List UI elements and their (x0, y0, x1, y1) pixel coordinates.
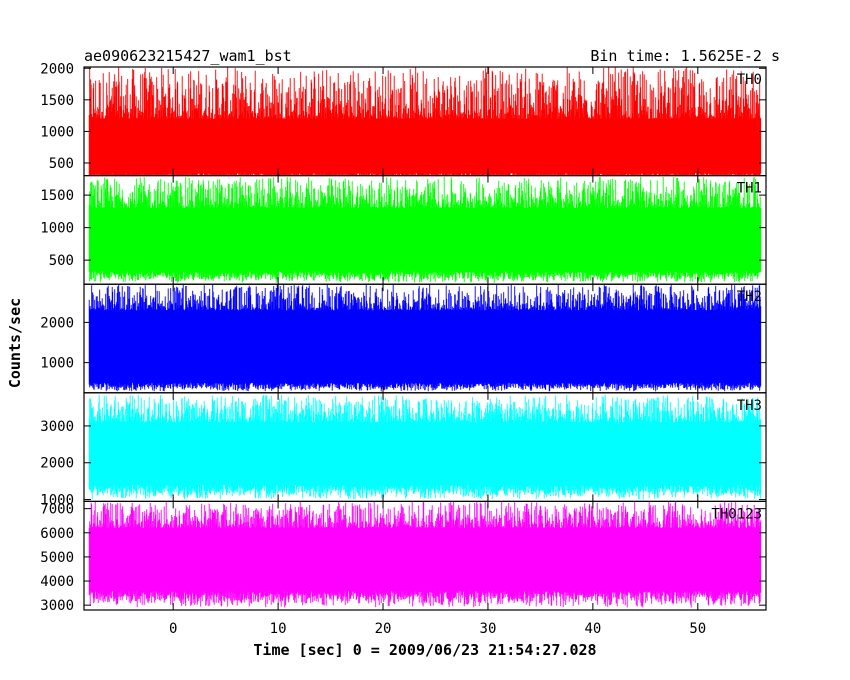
y-tick-label: 3000 (40, 419, 74, 435)
panel-th3: 1000 2000 3000 TH3 (40, 392, 767, 509)
y-tick-label: 4000 (40, 574, 74, 590)
panels-group: 500 1000 1500 2000 TH0 500 1000 1500 TH1 1000 2000… (40, 61, 767, 614)
x-tick-label: 20 (375, 621, 392, 637)
y-tick-label: 1000 (40, 356, 74, 372)
series-th3-core (89, 433, 761, 485)
chart-title: ae090623215427_wam1_bst (84, 47, 292, 65)
series-th0123-core (89, 538, 761, 591)
y-tick-label: 2000 (40, 315, 74, 331)
y-tick-label: 2000 (40, 61, 74, 77)
panel-label-th2: TH2 (737, 289, 762, 305)
panel-label-th3: TH3 (737, 398, 762, 414)
series-th1-core (89, 221, 761, 272)
x-tick-label: 40 (584, 621, 601, 637)
y-tick-label: 3000 (40, 598, 74, 614)
panel-th0: 500 1000 1500 2000 TH0 (40, 61, 767, 177)
x-axis: 0 10 20 30 40 50 (169, 621, 706, 637)
y-tick-label: 7000 (40, 502, 74, 518)
x-axis-label: Time [sec] 0 = 2009/06/23 21:54:27.028 (253, 641, 596, 659)
x-tick-label: 0 (169, 621, 177, 637)
y-tick-label: 5000 (40, 550, 74, 566)
series-th0-core (89, 129, 761, 174)
panel-th0123: 3000 4000 5000 6000 7000 TH0123 (40, 500, 767, 614)
y-tick-label: 6000 (40, 526, 74, 542)
panel-frame (83, 500, 767, 611)
panel-th2: 1000 2000 TH2 (40, 283, 767, 394)
x-tick-label: 50 (689, 621, 706, 637)
panel-label-th0: TH0 (737, 72, 762, 88)
y-tick-label: 500 (49, 156, 74, 172)
chart-subtitle: Bin time: 1.5625E-2 s (590, 47, 780, 65)
y-tick-label: 2000 (40, 456, 74, 472)
x-tick-label: 10 (270, 621, 287, 637)
y-tick-label: 1000 (40, 221, 74, 237)
x-tick-label: 30 (480, 621, 497, 637)
y-tick-label: 1500 (40, 188, 74, 204)
y-tick-label: 1000 (40, 493, 74, 509)
panel-label-th0123: TH0123 (711, 506, 762, 522)
panel-th1: 500 1000 1500 TH1 (40, 175, 767, 285)
panel-label-th1: TH1 (737, 181, 762, 197)
y-axis-label: Counts/sec (6, 298, 24, 388)
y-tick-label: 1500 (40, 93, 74, 109)
y-tick-label: 500 (49, 253, 74, 269)
y-tick-label: 1000 (40, 124, 74, 140)
series-th2-core (89, 325, 761, 383)
